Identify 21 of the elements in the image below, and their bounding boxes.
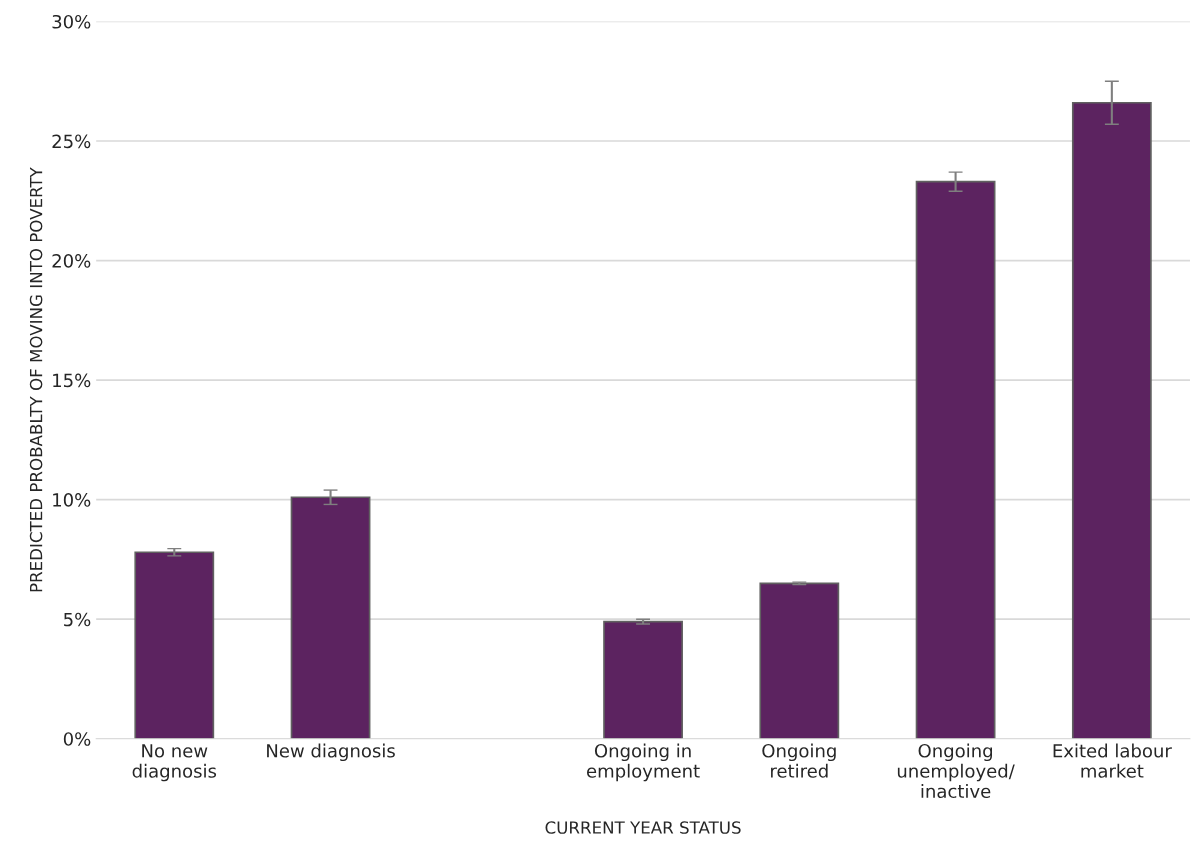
x-tick-label: Ongoing in employment	[587, 743, 700, 782]
y-tick-label: 25%	[52, 134, 91, 149]
x-tick-label: New diagnosis	[267, 743, 395, 762]
bar	[134, 551, 215, 739]
y-tick-label: 20%	[52, 254, 91, 268]
y-axis-title: PREDICTED PROBABLTY OF MOVING INTO POVERTY	[29, 167, 43, 592]
y-tick-label: 15%	[53, 373, 91, 388]
y-tick-label: 0%	[63, 732, 91, 746]
bar	[1071, 101, 1152, 739]
y-tick-label: 30%	[52, 14, 91, 29]
x-tick-label: Ongoing retired	[762, 743, 836, 778]
bar	[759, 582, 840, 739]
bar	[915, 180, 996, 739]
bar	[290, 496, 371, 739]
x-tick-label: No new diagnosis	[132, 744, 217, 782]
x-tick-label: Ongoing unemployed/ inactive	[897, 743, 1015, 799]
x-tick-label: Exited labour market	[1053, 743, 1172, 778]
x-axis-title: CURRENT YEAR STATUS	[545, 821, 741, 834]
y-tick-label: 10%	[53, 493, 91, 507]
y-tick-label: 5%	[64, 612, 91, 627]
bar	[603, 620, 683, 739]
